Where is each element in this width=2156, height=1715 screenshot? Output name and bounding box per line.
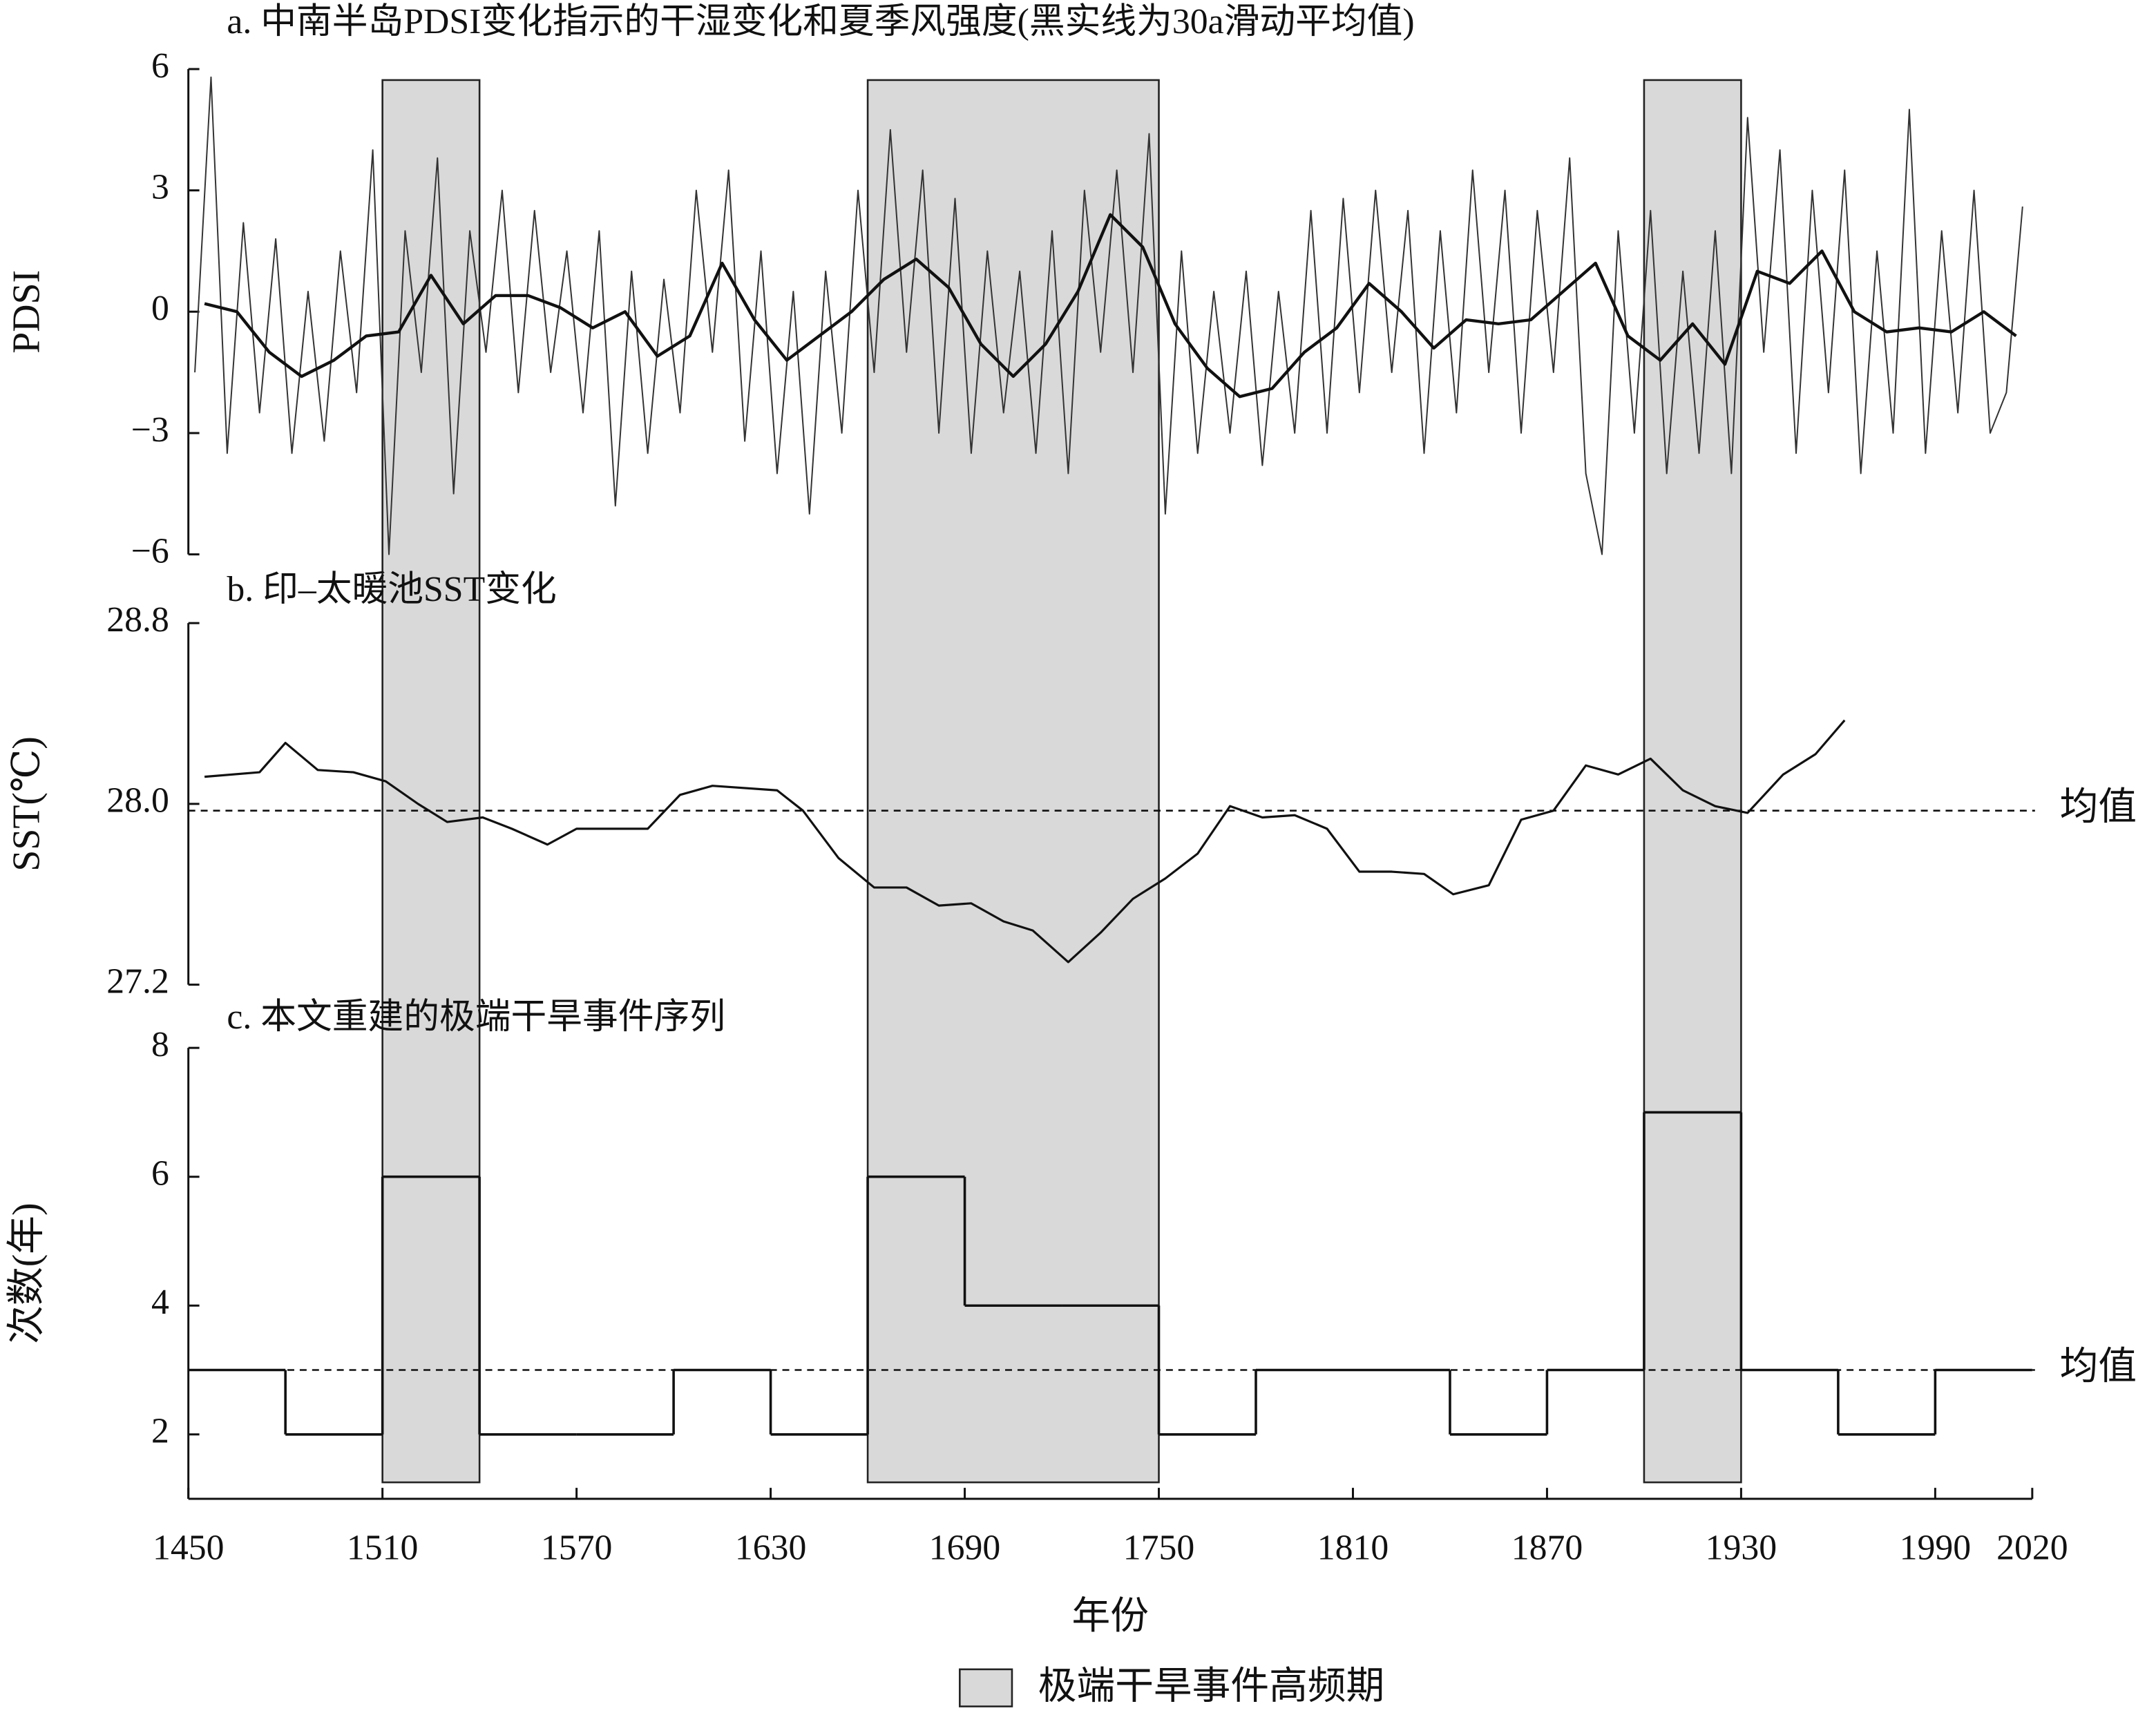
mean-label: 均值 bbox=[2060, 785, 2137, 828]
highlight-period bbox=[866, 79, 1160, 1484]
mean-label: 均值 bbox=[2060, 1345, 2137, 1388]
highlight-period bbox=[1643, 79, 1742, 1484]
y-tick-label: 28.0 bbox=[106, 781, 169, 821]
highlight-layer bbox=[381, 79, 1742, 1484]
x-tick-label: 1870 bbox=[1511, 1529, 1583, 1568]
x-tick-label: 1990 bbox=[1900, 1529, 1972, 1568]
x-tick-label: 1930 bbox=[1706, 1529, 1777, 1568]
y-tick-label: −3 bbox=[131, 410, 169, 450]
y-axis-label: 次数(年) bbox=[6, 1203, 48, 1343]
x-tick-label: 1630 bbox=[735, 1529, 807, 1568]
x-tick-label: 2020 bbox=[1996, 1529, 2068, 1568]
x-axis-label: 年份 bbox=[1072, 1595, 1149, 1638]
y-tick-label: 8 bbox=[151, 1025, 169, 1064]
y-tick-label: −6 bbox=[131, 531, 169, 571]
x-tick-label: 1750 bbox=[1123, 1529, 1195, 1568]
panel-title: a. 中南半岛PDSI变化指示的干湿变化和夏季风强度(黑实线为30a滑动平均值) bbox=[227, 2, 1414, 41]
data-line bbox=[194, 76, 2023, 555]
plot-layer: a. 中南半岛PDSI变化指示的干湿变化和夏季风强度(黑实线为30a滑动平均值)… bbox=[6, 2, 2137, 1707]
highlight-period bbox=[381, 79, 481, 1484]
y-tick-label: 28.8 bbox=[106, 600, 169, 640]
x-tick-label: 1450 bbox=[153, 1529, 225, 1568]
y-tick-label: 0 bbox=[151, 289, 169, 328]
panel-title: b. 印–太暖池SST变化 bbox=[227, 570, 556, 609]
x-tick-label: 1690 bbox=[929, 1529, 1001, 1568]
y-axis-label: SST(℃) bbox=[6, 736, 48, 871]
y-tick-label: 27.2 bbox=[106, 961, 169, 1001]
y-tick-label: 6 bbox=[151, 46, 169, 86]
y-tick-label: 6 bbox=[151, 1154, 169, 1194]
y-axis-label: PDSI bbox=[6, 270, 48, 354]
y-tick-label: 3 bbox=[151, 168, 169, 207]
data-line bbox=[204, 213, 2017, 399]
x-tick-label: 1510 bbox=[347, 1529, 419, 1568]
data-line bbox=[204, 719, 1846, 964]
x-tick-label: 1570 bbox=[541, 1529, 613, 1568]
x-tick-label: 1810 bbox=[1317, 1529, 1389, 1568]
panel-title: c. 本文重建的极端干旱事件序列 bbox=[227, 997, 725, 1037]
legend-swatch bbox=[959, 1668, 1013, 1707]
legend-label: 极端干旱事件高频期 bbox=[1038, 1665, 1384, 1708]
y-tick-label: 4 bbox=[151, 1283, 169, 1322]
y-tick-label: 2 bbox=[151, 1412, 169, 1451]
